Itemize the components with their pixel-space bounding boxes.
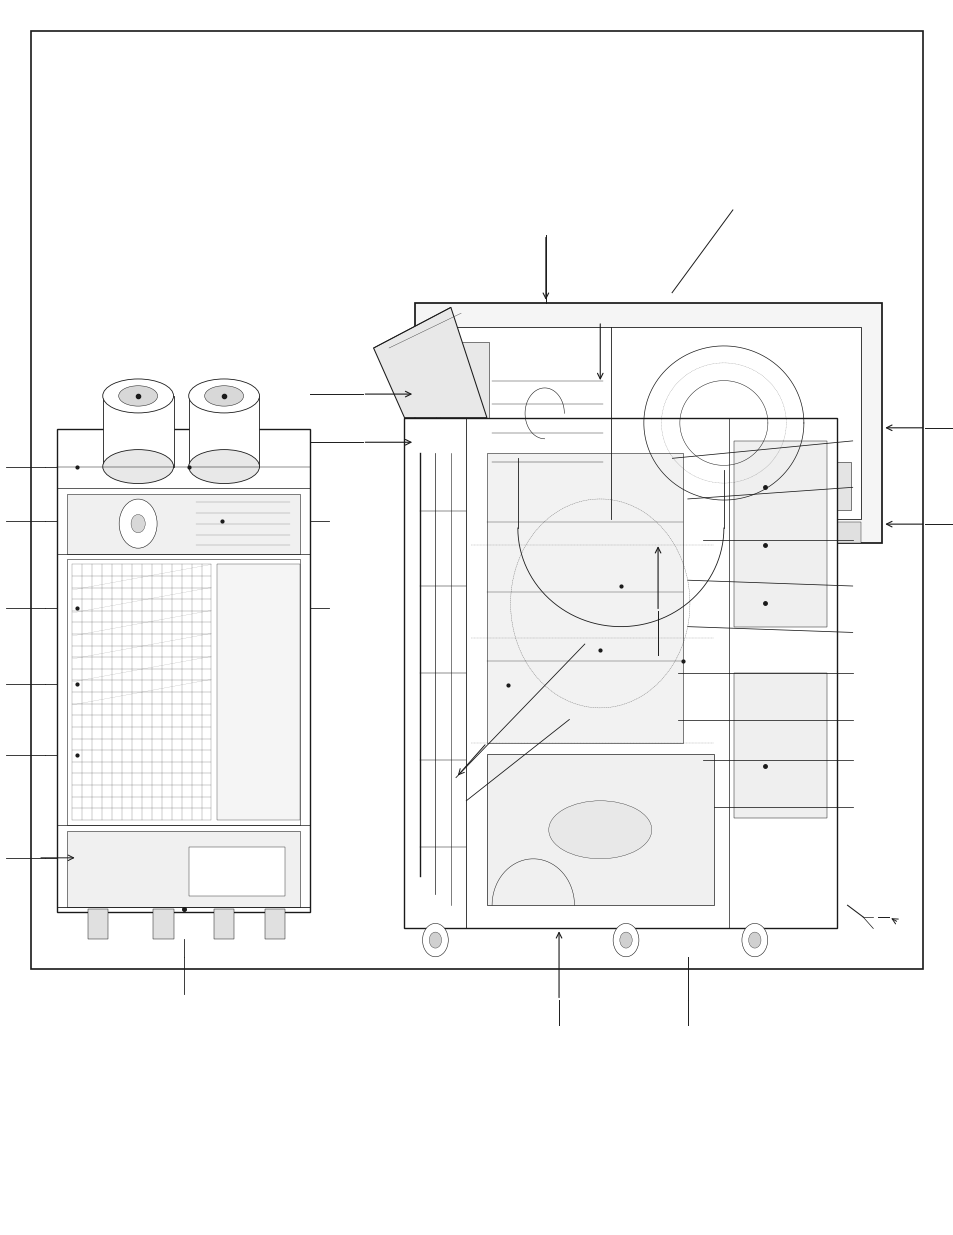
Bar <box>436 327 861 519</box>
Bar <box>68 559 299 825</box>
Ellipse shape <box>548 800 651 858</box>
Bar <box>436 521 861 543</box>
Bar <box>486 452 682 742</box>
Bar <box>68 494 299 553</box>
Bar <box>68 831 299 906</box>
Bar <box>439 342 488 424</box>
Circle shape <box>119 499 157 548</box>
Bar <box>612 526 640 541</box>
Circle shape <box>131 515 145 532</box>
Circle shape <box>619 932 632 948</box>
Bar <box>30 31 922 969</box>
Bar <box>189 847 284 895</box>
Polygon shape <box>374 308 486 417</box>
Bar <box>486 755 713 905</box>
Bar <box>519 526 548 541</box>
Bar <box>189 396 259 467</box>
Ellipse shape <box>118 385 157 406</box>
Bar <box>216 564 299 820</box>
Bar <box>213 909 233 940</box>
Bar <box>439 436 488 510</box>
Circle shape <box>741 924 767 957</box>
Bar <box>415 303 882 543</box>
Bar <box>153 909 173 940</box>
Ellipse shape <box>189 450 259 484</box>
Bar <box>734 673 826 819</box>
Ellipse shape <box>189 379 259 412</box>
Bar <box>103 396 173 467</box>
Ellipse shape <box>103 379 173 412</box>
Ellipse shape <box>103 450 173 484</box>
Circle shape <box>429 932 441 948</box>
Ellipse shape <box>204 385 243 406</box>
Bar <box>88 909 108 940</box>
Bar <box>57 429 310 913</box>
Bar <box>816 462 850 510</box>
Bar <box>734 441 826 626</box>
Circle shape <box>748 932 760 948</box>
Circle shape <box>613 924 639 957</box>
Circle shape <box>422 924 448 957</box>
Bar <box>264 909 284 940</box>
Bar <box>404 417 837 929</box>
Bar <box>700 526 728 541</box>
